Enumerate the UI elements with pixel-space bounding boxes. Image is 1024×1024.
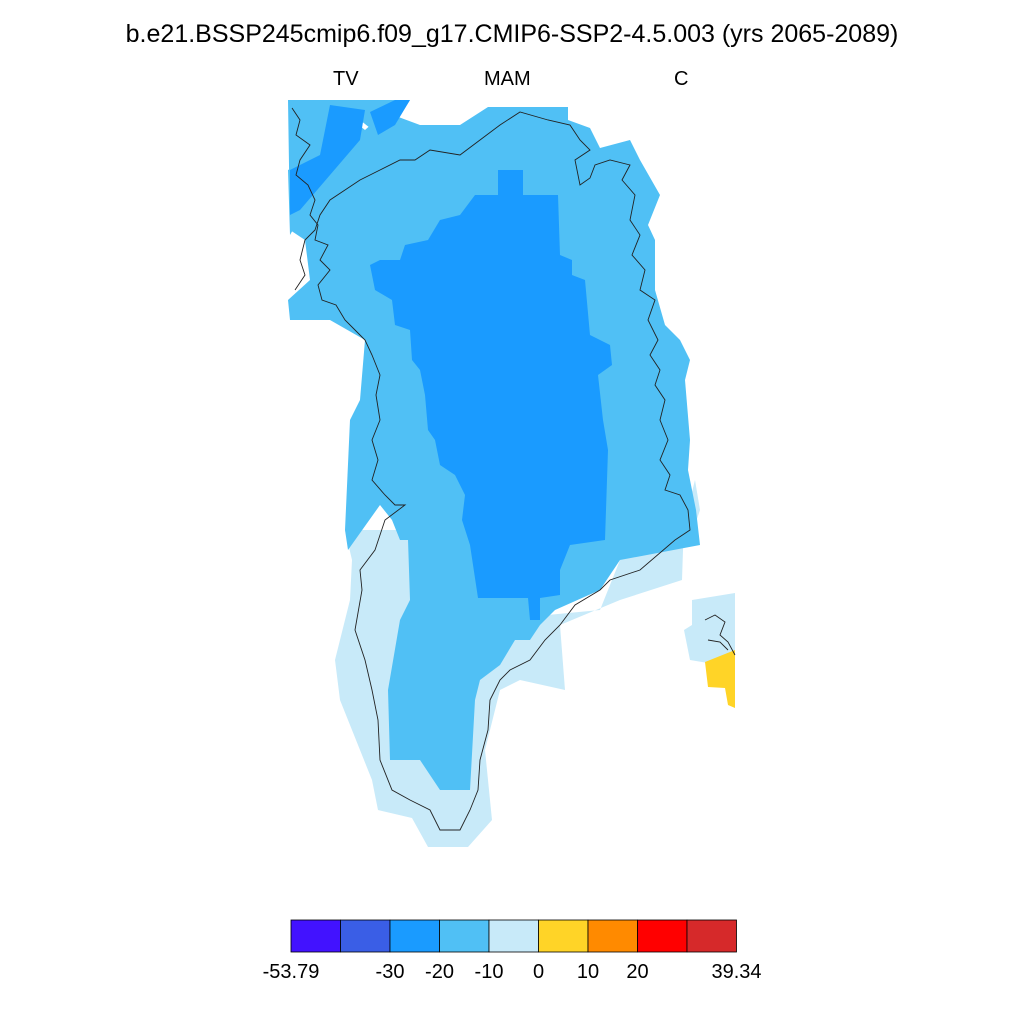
colorbar-swatch (340, 919, 391, 953)
colorbar-swatch (538, 919, 589, 953)
colorbar-swatch (637, 919, 688, 953)
colorbar-tick-label: -30 (375, 961, 405, 983)
region-positive (705, 650, 735, 708)
colorbar-swatch (587, 919, 638, 953)
region-strong (370, 170, 612, 620)
colorbar-tick-label: -20 (425, 961, 454, 983)
plot-title: b.e21.BSSP245cmip6.f09_g17.CMIP6-SSP2-4.… (125, 20, 899, 48)
subtitle-variable: TV (333, 68, 359, 90)
colorbar-tick-label: 20 (626, 961, 649, 983)
colorbar-tick-label: -53.79 (262, 961, 320, 983)
colorbar-swatch (686, 919, 737, 953)
colorbar-swatch (439, 919, 490, 953)
colorbar-swatch (290, 919, 341, 953)
colorbar-swatch (389, 919, 440, 953)
colorbar-tick-label: 39.34 (711, 961, 762, 983)
coastline-island (704, 614, 736, 656)
region-nw-strong-2 (370, 100, 410, 135)
coastline (291, 107, 691, 831)
subtitle-units: C (674, 68, 689, 90)
colorbar-tick-label: 10 (576, 961, 600, 983)
subtitle-season: MAM (484, 68, 531, 90)
colorbar-tick-label: 0 (532, 961, 545, 983)
region-island-light (684, 593, 735, 665)
colorbar-swatch (488, 919, 539, 953)
colorbar-tick-label: -10 (474, 961, 504, 983)
